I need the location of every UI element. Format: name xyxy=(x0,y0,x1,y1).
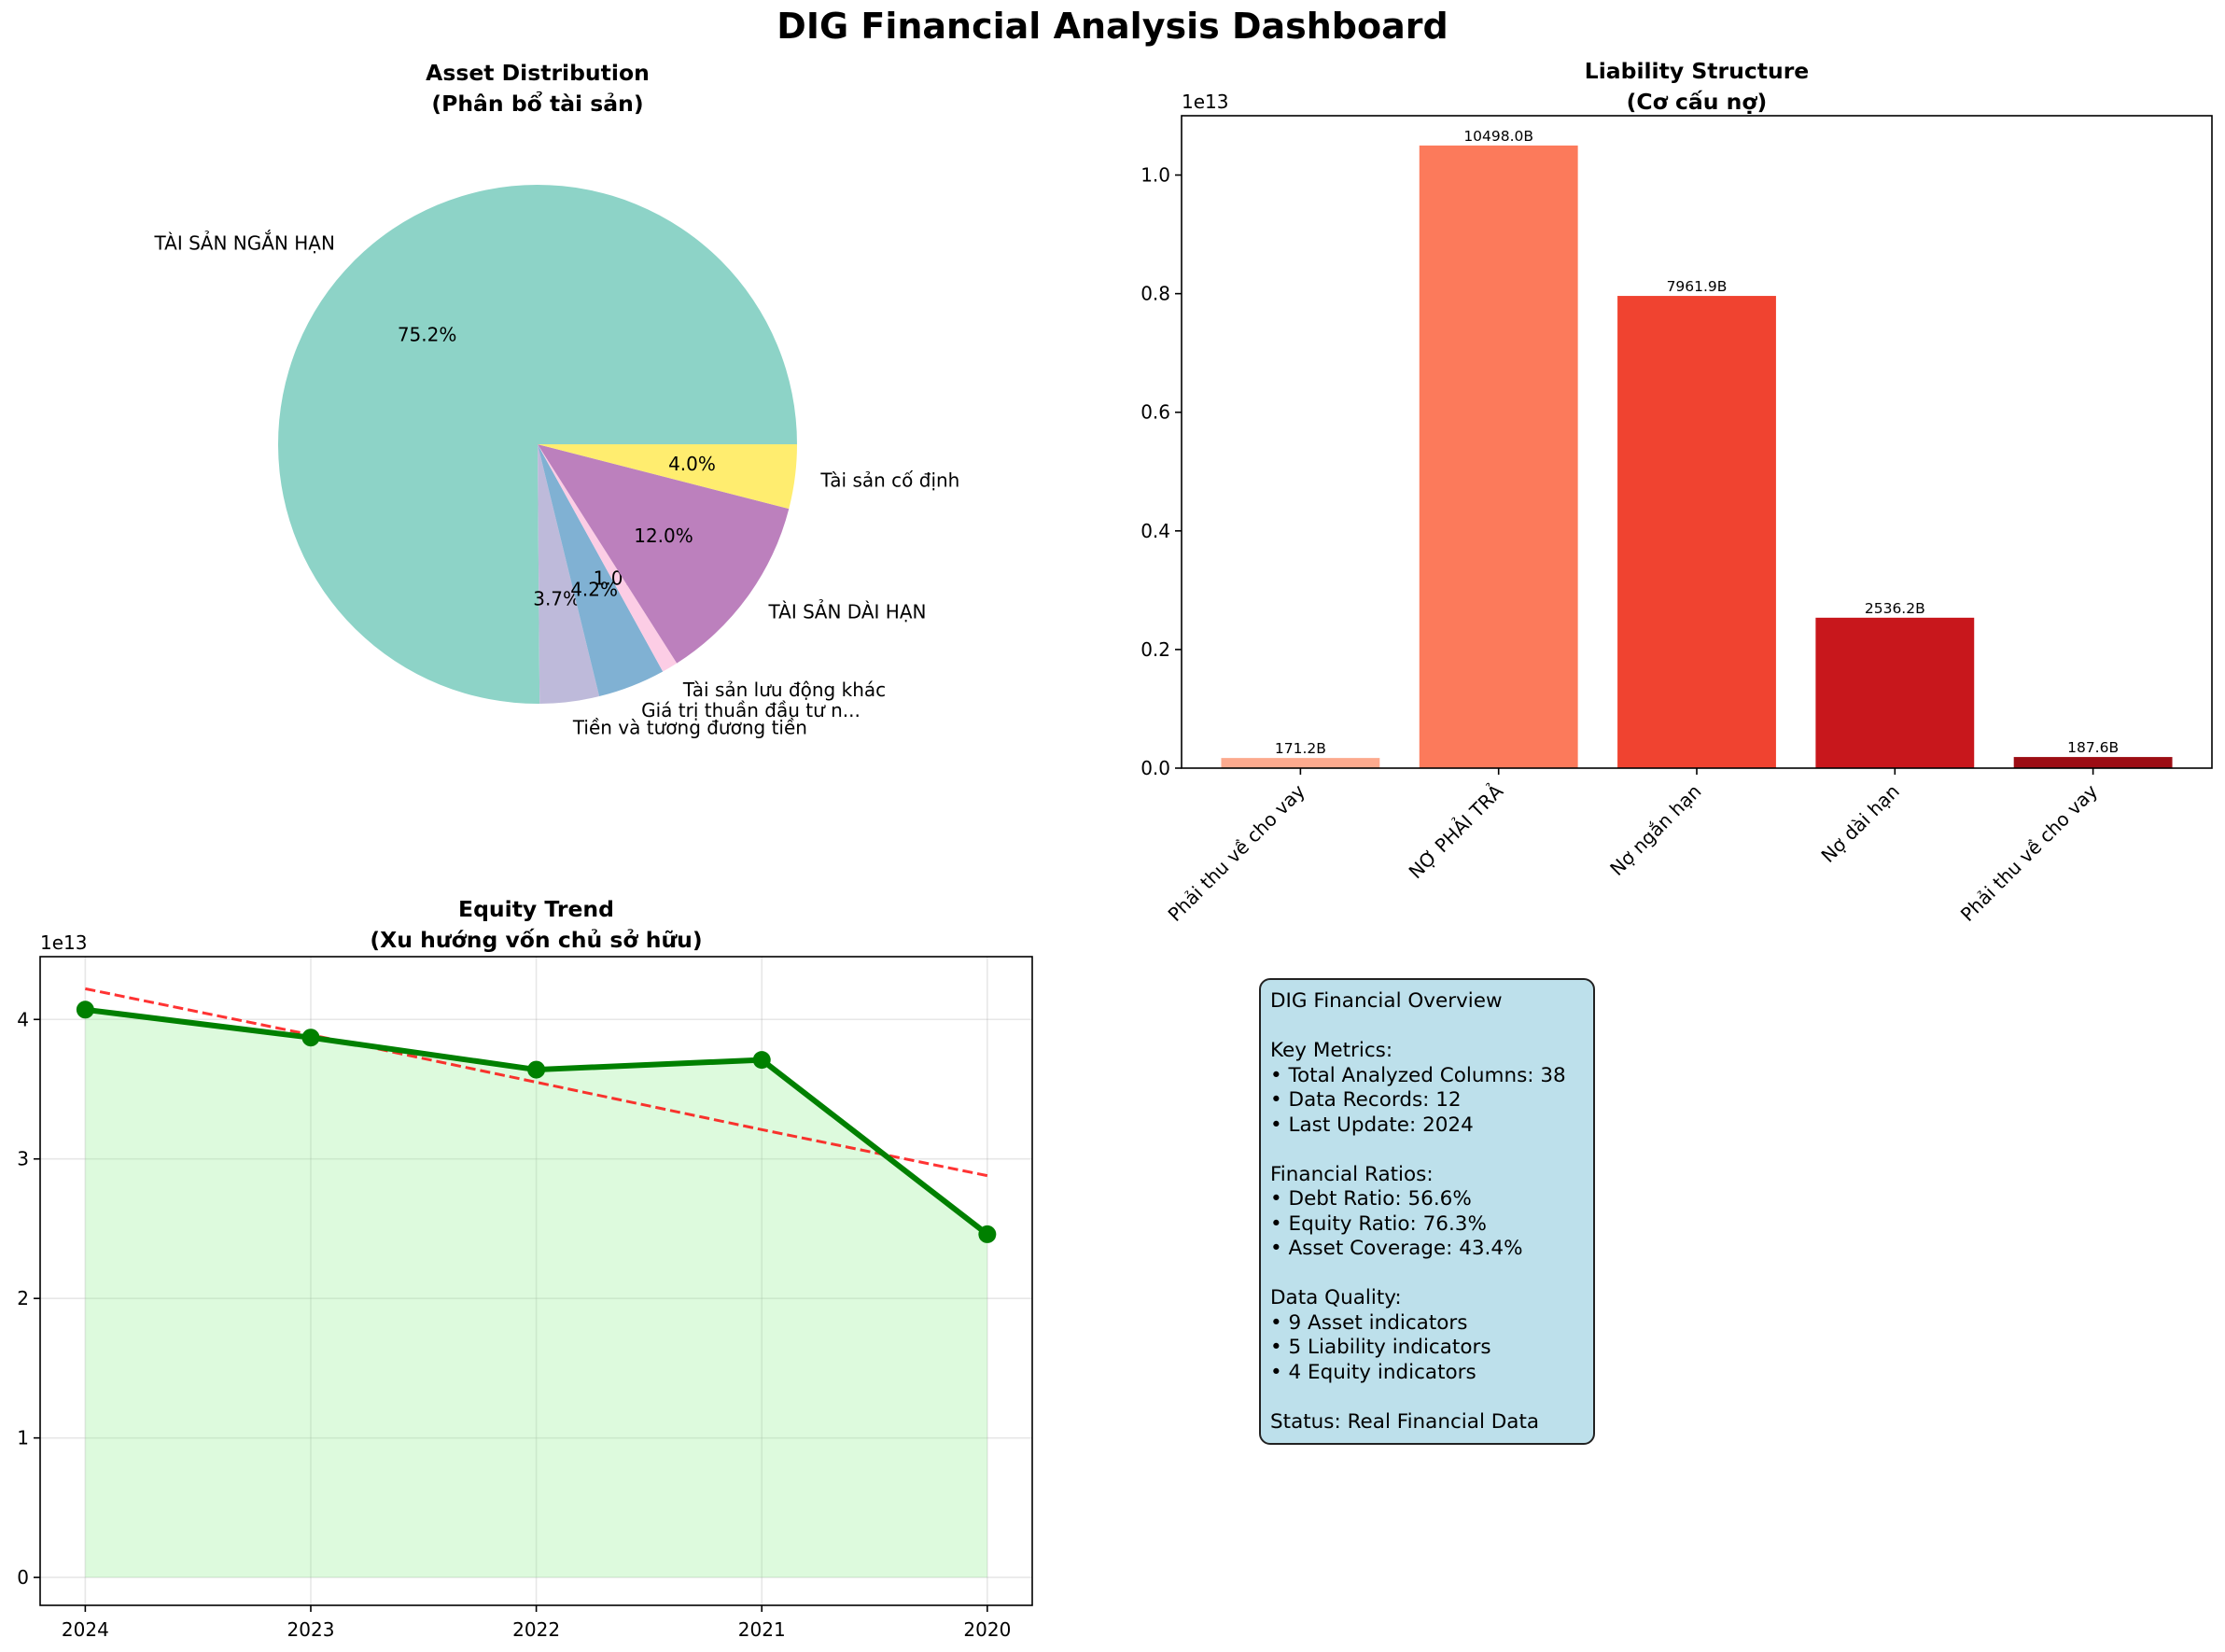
bar xyxy=(1617,296,1776,768)
line-y-offset-text: 1e13 xyxy=(40,931,87,954)
overview-line: • Debt Ratio: 56.6% xyxy=(1270,1187,1472,1211)
bar-x-tick-label: Nợ ngắn hạn xyxy=(1605,780,1705,880)
line-y-tick-label: 1 xyxy=(17,1427,29,1449)
pie-slice-label: Giá trị thuần đầu tư n... xyxy=(641,699,861,721)
bar-x-tick-label: Nợ dài hạn xyxy=(1816,780,1903,867)
line-x-tick-label: 2020 xyxy=(963,1618,1011,1641)
bar-value-label: 187.6B xyxy=(2067,739,2119,756)
overview-line: • 5 Liability indicators xyxy=(1270,1336,1491,1359)
bar-value-label: 10498.0B xyxy=(1463,128,1533,145)
equity-point xyxy=(301,1029,320,1047)
bar-x-tick-label: NỢ PHẢI TRẢ xyxy=(1404,779,1508,884)
bar-title: Liability Structure xyxy=(1585,58,1810,84)
pie-slice xyxy=(538,444,600,704)
overview-line: • Data Records: 12 xyxy=(1270,1088,1462,1112)
pie-percent-label: 3.7% xyxy=(533,588,581,610)
bar-axes-frame xyxy=(1181,115,2213,769)
overview-line: Key Metrics: xyxy=(1270,1039,1393,1062)
bar xyxy=(1815,617,1975,768)
overview-line: • Equity Ratio: 76.3% xyxy=(1270,1211,1487,1236)
pie-slice-label: Tiền và tương đương tiền xyxy=(572,716,807,738)
line-title: Equity Trend xyxy=(458,896,614,922)
line-x-tick-label: 2023 xyxy=(287,1618,335,1641)
overview-line: • 9 Asset indicators xyxy=(1270,1310,1468,1335)
bar xyxy=(2013,757,2173,768)
overview-line: Data Quality: xyxy=(1270,1286,1402,1309)
pie-slice xyxy=(538,444,664,697)
bar xyxy=(1221,758,1380,768)
pie-slice-label: Tài sản lưu động khác xyxy=(682,679,886,701)
overview-line xyxy=(1270,1015,1584,1040)
overview-line: • Asset Coverage: 43.4% xyxy=(1270,1237,1523,1260)
line-title: (Xu hướng vốn chủ sở hữu) xyxy=(370,927,702,953)
line-x-tick-label: 2021 xyxy=(738,1618,786,1641)
overview-line xyxy=(1270,1262,1584,1287)
bar-y-tick-label: 0.4 xyxy=(1140,520,1170,542)
overview-line: Status: Real Financial Data xyxy=(1270,1409,1540,1434)
overview-line: Financial Ratios: xyxy=(1270,1162,1434,1186)
overview-line: DIG Financial Overview xyxy=(1270,989,1503,1013)
bar-y-tick-label: 1.0 xyxy=(1140,164,1170,187)
pie-slice xyxy=(538,444,790,664)
pie-title: Asset Distribution xyxy=(426,60,650,86)
dashboard-title: DIG Financial Analysis Dashboard xyxy=(777,6,1448,47)
overview-line: • Total Analyzed Columns: 38 xyxy=(1270,1063,1566,1087)
pie-slice-label: TÀI SẢN NGẮN HẠN xyxy=(153,231,334,255)
pie-slice xyxy=(538,444,678,672)
overview-line xyxy=(1270,1385,1584,1410)
equity-trend-line-chart: Equity Trend (Xu hướng vốn chủ sở hữu) 1e1… xyxy=(17,896,1033,1641)
line-y-tick-label: 2 xyxy=(17,1287,29,1309)
bar-y-tick-label: 0.0 xyxy=(1140,757,1170,779)
equity-trend-line xyxy=(85,987,988,1178)
overview-line: • Last Update: 2024 xyxy=(1270,1113,1474,1137)
pie-percent-label: 75.2% xyxy=(398,324,457,346)
overview-line: • 4 Equity indicators xyxy=(1270,1360,1476,1384)
pie-slice-label: Tài sản cố định xyxy=(819,469,959,491)
pie-slice-label: TÀI SẢN DÀI HẠN xyxy=(768,600,927,623)
pie-percent-label: 4.0% xyxy=(668,453,716,475)
asset-distribution-pie-chart: Asset Distribution (Phân bổ tài sản) 75.2%… xyxy=(153,60,959,738)
bar-y-tick-label: 0.8 xyxy=(1140,283,1170,305)
financial-overview-panel: DIG Financial Overview Key Metrics: • Tota… xyxy=(1259,978,1595,1445)
bar-x-tick-label: Phải thu về cho vay xyxy=(1956,779,2102,925)
bar-y-offset-text: 1e13 xyxy=(1182,91,1228,113)
equity-point xyxy=(76,1001,94,1019)
bar xyxy=(1419,145,1578,769)
pie-slice xyxy=(538,444,797,510)
equity-point xyxy=(527,1060,546,1079)
line-y-tick-label: 3 xyxy=(17,1148,29,1170)
pie-percent-label: 4.2% xyxy=(570,578,618,600)
bar-value-label: 2536.2B xyxy=(1865,600,1925,617)
pie-percent-label: 12.0% xyxy=(634,525,693,547)
bar-title: (Cơ cấu nợ) xyxy=(1627,89,1768,115)
bar-x-tick-label: Phải thu về cho vay xyxy=(1164,779,1309,925)
line-x-tick-label: 2022 xyxy=(512,1618,560,1641)
overview-line xyxy=(1270,1138,1584,1163)
liability-structure-bar-chart: Liability Structure (Cơ cấu nợ) 1e13 171.2B… xyxy=(1140,58,2213,926)
equity-point xyxy=(752,1051,771,1070)
line-x-tick-label: 2024 xyxy=(62,1618,109,1641)
bar-y-tick-label: 0.6 xyxy=(1140,401,1170,424)
pie-title: (Phân bổ tài sản) xyxy=(431,91,643,117)
line-y-tick-label: 4 xyxy=(17,1008,29,1030)
line-axes-frame xyxy=(39,956,1033,1606)
bar-value-label: 7961.9B xyxy=(1667,278,1728,295)
bar-value-label: 171.2B xyxy=(1275,740,1326,757)
equity-point xyxy=(978,1225,997,1243)
equity-fill-area xyxy=(85,1009,987,1578)
bar-y-tick-label: 0.2 xyxy=(1140,638,1170,661)
line-y-tick-label: 0 xyxy=(17,1566,29,1589)
